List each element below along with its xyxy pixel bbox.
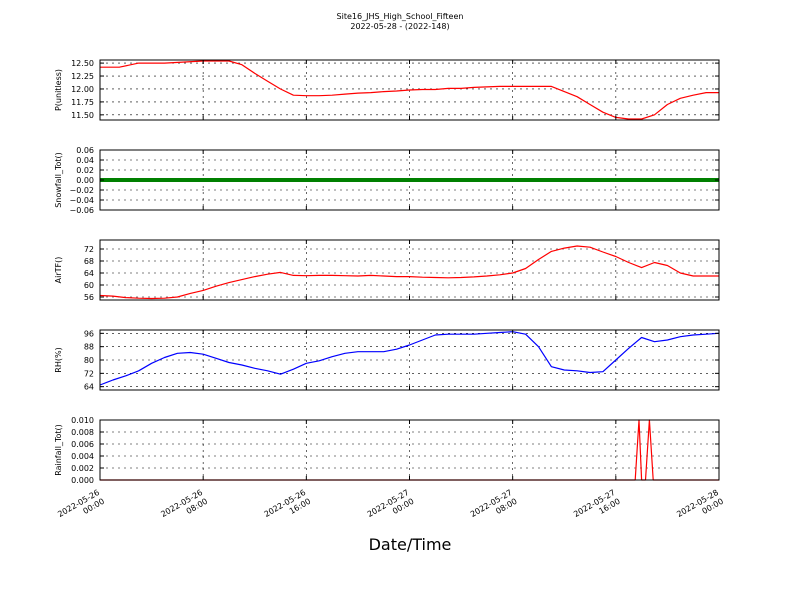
y-axis-label: P(unitless) bbox=[54, 69, 63, 111]
series-line bbox=[100, 60, 719, 120]
y-tick-label: −0.06 bbox=[69, 206, 94, 215]
subplot-1: 11.50 11.75 12.00 12.25 12.50 P(unitless) bbox=[54, 59, 720, 121]
y-tick-label: 12.00 bbox=[71, 85, 94, 94]
y-tick-label: 56 bbox=[84, 293, 94, 302]
y-tick-label: 72 bbox=[84, 245, 94, 254]
y-tick-label: 0.004 bbox=[71, 452, 94, 461]
subplot-4: 64 72 80 88 96 RH(%) bbox=[54, 329, 720, 392]
y-tick-label: 0.06 bbox=[76, 146, 94, 155]
y-axis-label: Rainfall_Tot() bbox=[54, 424, 63, 476]
y-tick-label: 0.010 bbox=[71, 416, 94, 425]
subplot-3: 56 60 64 68 72 AirTF() bbox=[54, 239, 720, 302]
series-line bbox=[99, 245, 719, 300]
y-tick-label: −0.02 bbox=[69, 186, 94, 195]
y-tick-label: 0.00 bbox=[76, 176, 94, 185]
y-tick-label: 12.50 bbox=[71, 59, 94, 68]
y-tick-label: 0.008 bbox=[71, 428, 94, 437]
subplot-2: −0.06−0.04−0.020.000.020.040.06 Snowfall_… bbox=[54, 146, 720, 215]
y-tick-label: 96 bbox=[84, 329, 94, 338]
y-axis-label: AirTF() bbox=[54, 257, 63, 284]
series-line bbox=[99, 331, 720, 386]
y-tick-label: 64 bbox=[84, 269, 94, 278]
y-tick-label: 0.006 bbox=[71, 440, 94, 449]
y-tick-label: 88 bbox=[84, 343, 94, 352]
subplot-5: 0.000 0.002 0.004 0.006 0.008 0.010 Rainfall_T… bbox=[54, 416, 720, 485]
y-axis-label: RH(%) bbox=[54, 347, 63, 372]
y-tick-label: 64 bbox=[84, 383, 94, 392]
y-tick-label: −0.04 bbox=[69, 196, 94, 205]
figure-subtitle: 2022-05-28 - (2022-148) bbox=[350, 22, 449, 31]
figure-title: Site16_JHS_High_School_Fifteen bbox=[337, 12, 464, 21]
y-tick-label: 0.04 bbox=[76, 156, 94, 165]
y-tick-label: 12.25 bbox=[71, 72, 94, 81]
y-tick-label: 0.000 bbox=[71, 476, 94, 485]
y-tick-label: 11.75 bbox=[71, 98, 94, 107]
y-tick-label: 60 bbox=[84, 281, 94, 290]
y-tick-label: 72 bbox=[84, 369, 94, 378]
x-axis-label: Date/Time bbox=[369, 535, 452, 554]
y-tick-label: 0.002 bbox=[71, 464, 94, 473]
y-tick-label: 11.50 bbox=[71, 111, 94, 120]
y-tick-label: 80 bbox=[84, 356, 94, 365]
y-axis-label: Snowfall_Tot() bbox=[54, 152, 63, 208]
subplot-stack: 11.50 11.75 12.00 12.25 12.50 P(unitless) −0.0… bbox=[54, 59, 720, 485]
y-tick-label: 0.02 bbox=[76, 166, 94, 175]
y-tick-label: 68 bbox=[84, 257, 94, 266]
